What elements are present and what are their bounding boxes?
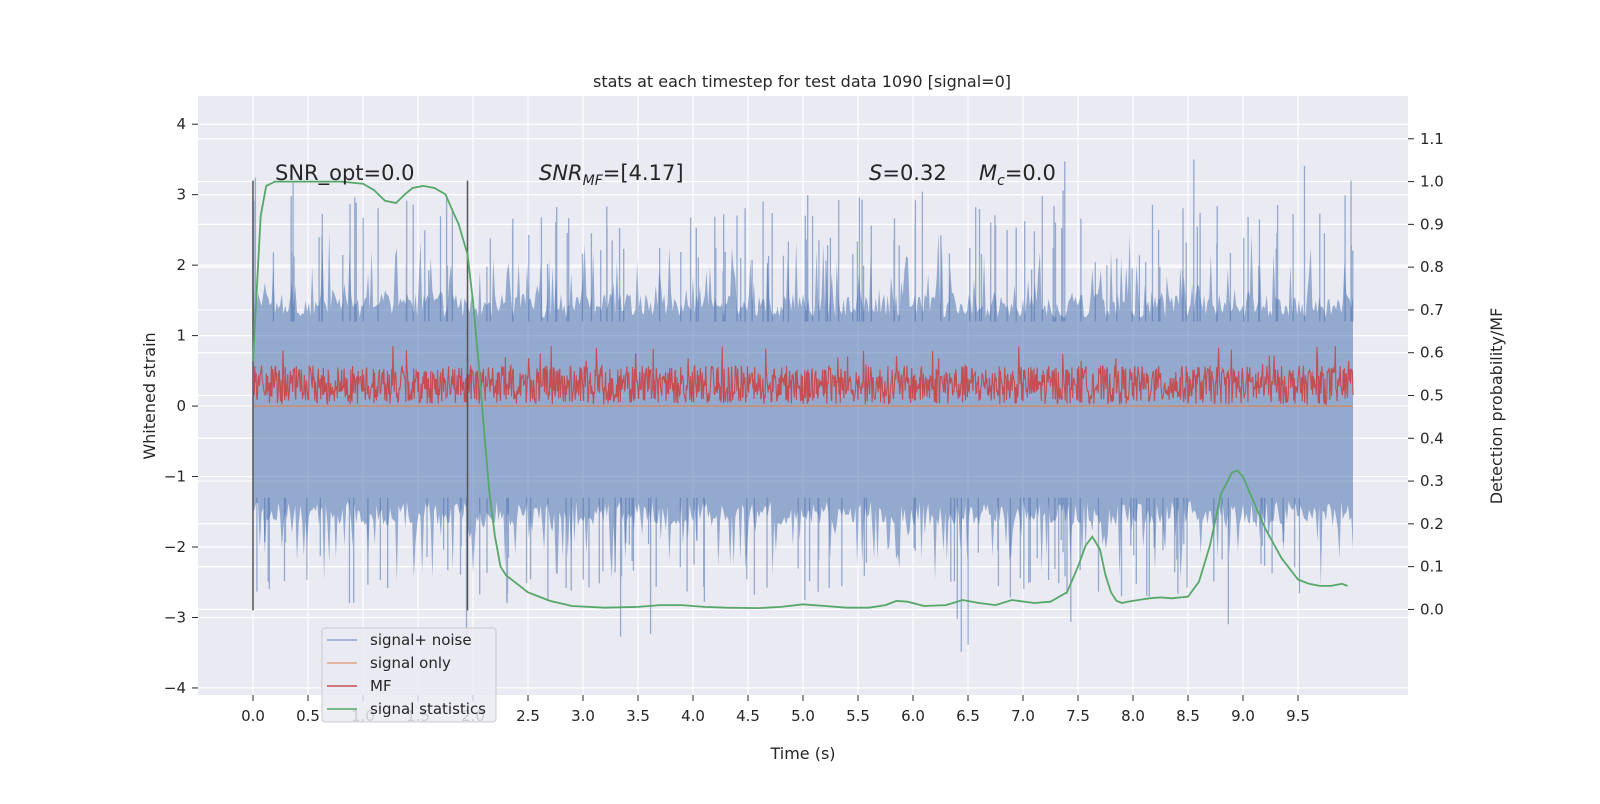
y-left-tick-label: −3 xyxy=(164,608,186,626)
x-tick-label: 4.0 xyxy=(681,707,705,725)
x-tick-label: 2.5 xyxy=(516,707,540,725)
legend-label-signal-only: signal only xyxy=(370,654,451,672)
y-right-tick-label: 0.6 xyxy=(1420,344,1444,362)
y-right-tick-label: 1.0 xyxy=(1420,173,1444,191)
x-tick-label: 9.0 xyxy=(1231,707,1255,725)
annotation-snr-mf: SNRMF=[4.17] xyxy=(539,161,684,189)
x-tick-label: 8.0 xyxy=(1121,707,1145,725)
x-tick-label: 5.0 xyxy=(791,707,815,725)
y-right-tick-label: 0.0 xyxy=(1420,600,1444,618)
y-left-tick-label: 2 xyxy=(176,256,186,274)
legend: signal+ noise signal only MF signal stat… xyxy=(321,627,497,723)
series-signal-statistics-line xyxy=(252,180,1348,610)
series-signal-noise-band xyxy=(253,231,1353,587)
y-right-tick-label: 0.2 xyxy=(1420,515,1444,533)
y-left-tick-label: 0 xyxy=(176,397,186,415)
y-right-axis-label: Detection probability/MF xyxy=(1487,308,1506,505)
x-tick-label: 6.5 xyxy=(956,707,980,725)
annotation-snr-opt: SNR_opt=0.0 xyxy=(275,161,415,186)
x-tick-label: 0.0 xyxy=(241,707,265,725)
y-right-axis-ticks: 1.1 1.0 0.9 0.8 0.7 0.6 0.5 0.4 0.3 0.2 0.1 0.0 xyxy=(1408,130,1444,618)
legend-label-signal-noise: signal+ noise xyxy=(370,631,472,649)
y-left-axis-ticks: 4 3 2 1 0 −1 −2 −3 −4 xyxy=(164,115,198,697)
x-tick-label: 7.5 xyxy=(1066,707,1090,725)
y-right-tick-label: 1.1 xyxy=(1420,130,1444,148)
legend-label-mf: MF xyxy=(370,677,392,695)
y-right-tick-label: 0.7 xyxy=(1420,301,1444,319)
y-left-tick-label: −4 xyxy=(164,679,186,697)
legend-label-signal-statistics: signal statistics xyxy=(370,700,486,718)
x-axis-label: Time (s) xyxy=(769,744,835,763)
y-right-tick-label: 0.1 xyxy=(1420,558,1444,576)
annotations: SNR_opt=0.0 SNRMF=[4.17] S=0.32 Mc=0.0 xyxy=(275,161,1056,189)
x-tick-label: 3.5 xyxy=(626,707,650,725)
y-left-tick-label: −2 xyxy=(164,538,186,556)
y-right-tick-label: 0.8 xyxy=(1420,258,1444,276)
y-left-tick-label: 4 xyxy=(176,115,186,133)
x-tick-label: 4.5 xyxy=(736,707,760,725)
x-tick-label: 6.0 xyxy=(901,707,925,725)
series-mf-line xyxy=(252,346,1354,407)
y-left-tick-label: 1 xyxy=(176,327,186,345)
x-tick-label: 3.0 xyxy=(571,707,595,725)
y-right-tick-label: 0.3 xyxy=(1420,472,1444,490)
x-tick-label: 7.0 xyxy=(1011,707,1035,725)
annotation-s-value: S=0.32 xyxy=(869,161,947,185)
x-tick-label: 0.5 xyxy=(296,707,320,725)
chart-title: stats at each timestep for test data 109… xyxy=(593,72,1011,91)
series-signal-noise-spikes xyxy=(252,159,1354,652)
x-tick-label: 5.5 xyxy=(846,707,870,725)
y-left-tick-label: −1 xyxy=(164,468,186,486)
x-tick-label: 8.5 xyxy=(1176,707,1200,725)
y-right-tick-label: 0.4 xyxy=(1420,429,1444,447)
legend-box xyxy=(321,627,497,723)
y-left-tick-label: 3 xyxy=(176,186,186,204)
x-tick-label: 9.5 xyxy=(1286,707,1310,725)
y-left-axis-label: Whitened strain xyxy=(140,332,159,459)
y-right-tick-label: 0.5 xyxy=(1420,387,1444,405)
y-right-tick-label: 0.9 xyxy=(1420,215,1444,233)
annotation-mc-value: Mc=0.0 xyxy=(979,161,1056,189)
